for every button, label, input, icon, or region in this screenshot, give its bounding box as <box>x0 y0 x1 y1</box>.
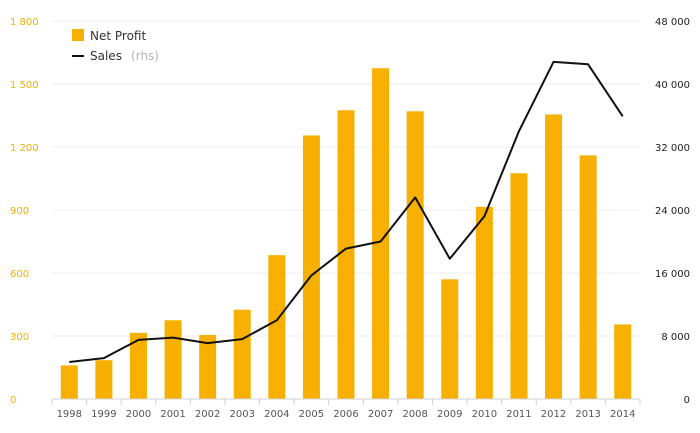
x-tick-label: 2006 <box>333 409 358 420</box>
legend-sales-suffix: (rhs) <box>131 49 159 63</box>
x-tick-label: 2003 <box>230 409 255 420</box>
bar-net-profit-2005 <box>302 135 320 399</box>
x-tick-label: 2005 <box>299 409 324 420</box>
sales-line-group <box>69 60 624 363</box>
sales-line <box>69 60 624 363</box>
x-tick-label: 2013 <box>575 409 600 420</box>
y-right-tick-label: 40 000 <box>655 80 690 91</box>
x-tick-label: 2001 <box>160 409 185 420</box>
bar-net-profit-2012 <box>545 114 563 399</box>
bar-net-profit-2011 <box>510 173 528 399</box>
bar-net-profit-2002 <box>199 334 217 399</box>
y-right-tick-label: 48 000 <box>655 17 690 28</box>
bar-net-profit-2010 <box>475 206 493 399</box>
legend-swatch-net-profit <box>72 29 84 41</box>
bar-net-profit-1998 <box>60 365 78 399</box>
y-left-tick-label: 900 <box>10 206 29 217</box>
legend-label-net-profit: Net Profit <box>90 29 146 43</box>
bar-net-profit-2014 <box>614 324 632 399</box>
bar-net-profit-2006 <box>337 110 355 399</box>
bar-net-profit-2007 <box>372 68 390 399</box>
y-right-tick-label: 8 000 <box>661 332 690 343</box>
bar-net-profit-2000 <box>129 332 147 399</box>
x-tick-label: 2002 <box>195 409 220 420</box>
y-left-tick-label: 300 <box>10 332 29 343</box>
y-left-tick-label: 600 <box>10 269 29 280</box>
bar-net-profit-1999 <box>95 360 113 399</box>
legend-sales-name: Sales <box>90 49 122 63</box>
bar-net-profit-2009 <box>441 279 459 399</box>
y-left-tick-label: 1 800 <box>10 17 39 28</box>
axes: 0 300 600 900 1 200 1 500 1 800 0 8 000 16 000 24 … <box>10 17 690 420</box>
legend-label-sales: Sales (rhs) <box>90 45 159 64</box>
y-right-tick-label: 0 <box>684 395 690 406</box>
x-tick-label: 2014 <box>610 409 635 420</box>
bar-net-profit-2004 <box>268 255 286 399</box>
y-left-tick-label: 1 200 <box>10 143 39 154</box>
x-tick-label: 1999 <box>91 409 116 420</box>
y-left-tick-label: 1 500 <box>10 80 39 91</box>
bar-net-profit-2001 <box>164 320 182 399</box>
y-left-tick-label: 0 <box>10 395 16 406</box>
x-tick-label: 2010 <box>472 409 497 420</box>
x-tick-label: 2009 <box>437 409 462 420</box>
x-tick-label: 2012 <box>541 409 566 420</box>
x-tick-label: 1998 <box>57 409 82 420</box>
x-tick-label: 2000 <box>126 409 151 420</box>
y-right-tick-label: 32 000 <box>655 143 690 154</box>
y-right-tick-label: 16 000 <box>655 269 690 280</box>
bar-net-profit-2008 <box>406 111 424 400</box>
net-profit-bars <box>60 68 632 400</box>
x-tick-label: 2007 <box>368 409 393 420</box>
x-tick-label: 2008 <box>402 409 427 420</box>
x-tick-label: 2004 <box>264 409 289 420</box>
legend: Net Profit Sales (rhs) <box>72 29 159 64</box>
y-right-tick-label: 24 000 <box>655 206 690 217</box>
x-tick-label: 2011 <box>506 409 531 420</box>
bar-net-profit-2013 <box>579 155 597 399</box>
bar-net-profit-2003 <box>233 309 251 399</box>
